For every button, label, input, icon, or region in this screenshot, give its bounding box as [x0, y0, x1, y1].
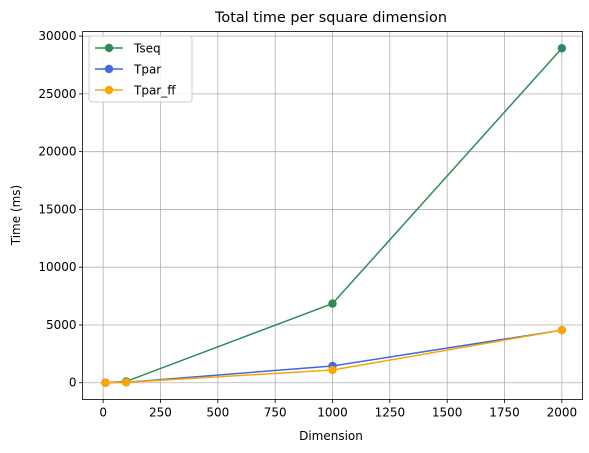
y-tick-label: 15000: [38, 202, 76, 216]
x-tick-label: 2000: [547, 406, 578, 420]
data-point-tseq: [328, 299, 337, 308]
y-tick-label: 10000: [38, 260, 76, 274]
y-tick-label: 25000: [38, 87, 76, 101]
y-tick-label: 30000: [38, 29, 76, 43]
data-point-tseq: [557, 44, 567, 53]
legend-marker-tpar: [104, 64, 114, 74]
legend-marker-tpar-ff: [104, 85, 114, 95]
y-tick-label: 0: [69, 376, 77, 390]
data-point-tpar-ff: [557, 325, 567, 335]
legend-item-tseq: Tseq: [95, 42, 161, 56]
x-axis-ticks: 0 250 500 750 1000 1250 1500 1750 2000: [99, 399, 578, 420]
data-point-tpar-ff: [328, 365, 337, 375]
x-tick-label: 1000: [317, 406, 348, 420]
x-tick-label: 1500: [432, 406, 463, 420]
chart-title: Total time per square dimension: [214, 10, 447, 26]
series-line-tpar-ff: [105, 329, 562, 384]
series-tpar: [101, 325, 567, 387]
legend-marker-tseq: [104, 43, 114, 53]
x-tick-label: 0: [99, 406, 107, 420]
data-point-tpar-ff: [121, 378, 131, 387]
legend-box: [88, 35, 193, 103]
y-axis-label: Time (ms): [9, 185, 23, 247]
legend-item-tpar: Tpar: [95, 63, 161, 77]
legend: Tseq Tpar Tpar_ff: [88, 35, 193, 103]
x-axis-label: Dimension: [299, 429, 363, 443]
data-point-tpar-ff: [101, 378, 110, 387]
legend-label-tpar-ff: Tpar_ff: [133, 84, 176, 98]
x-tick-label: 250: [149, 406, 172, 420]
series-tpar-ff: [101, 325, 567, 387]
series-layer: [101, 44, 567, 387]
legend-item-tpar-ff: Tpar_ff: [95, 84, 176, 98]
y-axis-ticks: 0 5000 10000 15000 20000 25000 30000: [38, 29, 83, 390]
x-tick-label: 1750: [489, 406, 520, 420]
x-tick-label: 1250: [375, 406, 406, 420]
grid-lines: [82, 31, 583, 400]
x-tick-label: 500: [206, 406, 229, 420]
y-tick-label: 20000: [38, 145, 76, 159]
x-tick-label: 750: [264, 406, 287, 420]
legend-label-tpar: Tpar: [133, 63, 161, 77]
y-tick-label: 5000: [46, 318, 77, 332]
series-line-tpar: [105, 329, 562, 384]
legend-label-tseq: Tseq: [133, 42, 161, 56]
